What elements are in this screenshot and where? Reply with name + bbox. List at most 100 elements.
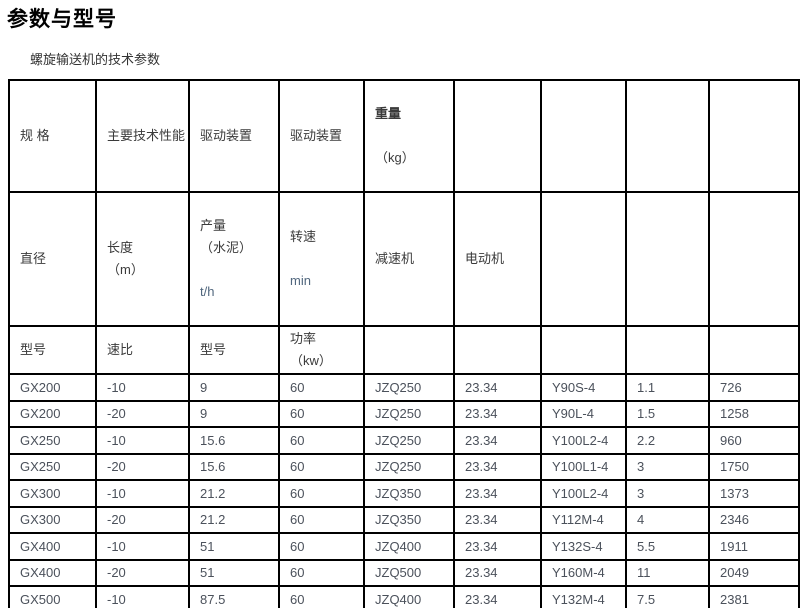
cell: 3 [625,452,710,481]
cell: JZQ350 [363,505,455,534]
empty-cell [625,79,710,193]
cell: 60 [278,558,365,587]
cell: Y100L2-4 [540,426,627,455]
cell: JZQ250 [363,452,455,481]
cell: 1911 [708,532,800,561]
header-row-3: 型号 速比 型号 功率 （kw） [8,325,800,375]
cell: 1750 [708,452,800,481]
header-cell-spec: 规 格 [8,79,97,193]
empty-cell [708,325,800,375]
cell: 2049 [708,558,800,587]
cell: 23.34 [453,426,542,455]
header-cell-power: 功率 （kw） [278,325,365,375]
table-caption: 螺旋输送机的技术参数 [30,52,161,67]
cell: 726 [708,373,800,402]
cell: Y112M-4 [540,505,627,534]
cell: JZQ400 [363,532,455,561]
empty-cell [453,325,542,375]
header-cell-model-2: 型号 [188,325,280,375]
cell: JZQ250 [363,399,455,428]
cell: 9 [188,399,280,428]
header-cell-main-performance: 主要技术性能 [95,79,190,193]
cell: -20 [95,452,190,481]
weight-label: 重量 [375,106,402,121]
speed-label: 转速 [290,229,317,244]
cell: 1.5 [625,399,710,428]
cell: GX300 [8,505,97,534]
cell: 23.34 [453,532,542,561]
empty-cell [453,79,542,193]
output-unit: t/h [200,284,215,299]
table-row: GX250 -20 15.6 60 JZQ250 23.34 Y100L1-4 3 1750 [8,452,800,481]
empty-cell [708,191,800,327]
cell: 7.5 [625,585,710,608]
header-cell-motor: 电动机 [453,191,542,327]
cell: 15.6 [188,452,280,481]
speed-unit: min [290,273,311,288]
header-cell-length: 长度 （m） [95,191,190,327]
table-row: GX400 -20 51 60 JZQ500 23.34 Y160M-4 11 2049 [8,558,800,587]
empty-cell [363,325,455,375]
cell: 60 [278,532,365,561]
table-row: GX200 -10 9 60 JZQ250 23.34 Y90S-4 1.1 726 [8,373,800,402]
cell: 2346 [708,505,800,534]
cell: 21.2 [188,505,280,534]
cell: 23.34 [453,399,542,428]
cell: 2381 [708,585,800,608]
cell: Y132S-4 [540,532,627,561]
cell: -20 [95,505,190,534]
cell: 23.34 [453,452,542,481]
cell: 1258 [708,399,800,428]
cell: 87.5 [188,585,280,608]
cell: 60 [278,452,365,481]
cell: -10 [95,426,190,455]
empty-cell [708,79,800,193]
cell: 60 [278,479,365,508]
cell: JZQ250 [363,373,455,402]
cell: 23.34 [453,558,542,587]
header-row-1: 规 格 主要技术性能 驱动装置 驱动装置 重量 （kg） [8,79,800,193]
cell: 51 [188,558,280,587]
table-row: GX300 -20 21.2 60 JZQ350 23.34 Y112M-4 4 2346 [8,505,800,534]
cell: 11 [625,558,710,587]
header-cell-drive-2: 驱动装置 [278,79,365,193]
cell: 60 [278,399,365,428]
header-cell-weight: 重量 （kg） [363,79,455,193]
cell: 60 [278,505,365,534]
cell: 3 [625,479,710,508]
cell: 21.2 [188,479,280,508]
empty-cell [540,325,627,375]
cell: Y90S-4 [540,373,627,402]
cell: Y100L2-4 [540,479,627,508]
cell: 60 [278,585,365,608]
cell: 15.6 [188,426,280,455]
cell: JZQ500 [363,558,455,587]
cell: 23.34 [453,585,542,608]
cell: 23.34 [453,479,542,508]
header-cell-model-1: 型号 [8,325,97,375]
output-label: 产量 （水泥） [200,218,253,255]
cell: -10 [95,585,190,608]
table-body: GX200 -10 9 60 JZQ250 23.34 Y90S-4 1.1 726 GX200-… [8,373,800,608]
cell: GX250 [8,452,97,481]
cell: Y132M-4 [540,585,627,608]
cell: GX250 [8,426,97,455]
empty-cell [540,79,627,193]
cell: GX200 [8,373,97,402]
cell: 4 [625,505,710,534]
parameters-table: 规 格 主要技术性能 驱动装置 驱动装置 重量 （kg） 直径 长度 （m） 产… [8,79,800,608]
header-cell-reducer: 减速机 [363,191,455,327]
cell: GX400 [8,532,97,561]
cell: 60 [278,373,365,402]
cell: JZQ400 [363,585,455,608]
header-cell-output: 产量 （水泥） t/h [188,191,280,327]
table-row: GX200 -20 9 60 JZQ250 23.34 Y90L-4 1.5 1258 [8,399,800,428]
cell: -20 [95,399,190,428]
cell: JZQ350 [363,479,455,508]
cell: Y100L1-4 [540,452,627,481]
table-row: GX400 -10 51 60 JZQ400 23.34 Y132S-4 5.5 1911 [8,532,800,561]
table-row: GX300 -10 21.2 60 JZQ350 23.34 Y100L2-4 3 1373 [8,479,800,508]
table-row: GX250 -10 15.6 60 JZQ250 23.34 Y100L2-4 2.2 960 [8,426,800,455]
cell: Y160M-4 [540,558,627,587]
